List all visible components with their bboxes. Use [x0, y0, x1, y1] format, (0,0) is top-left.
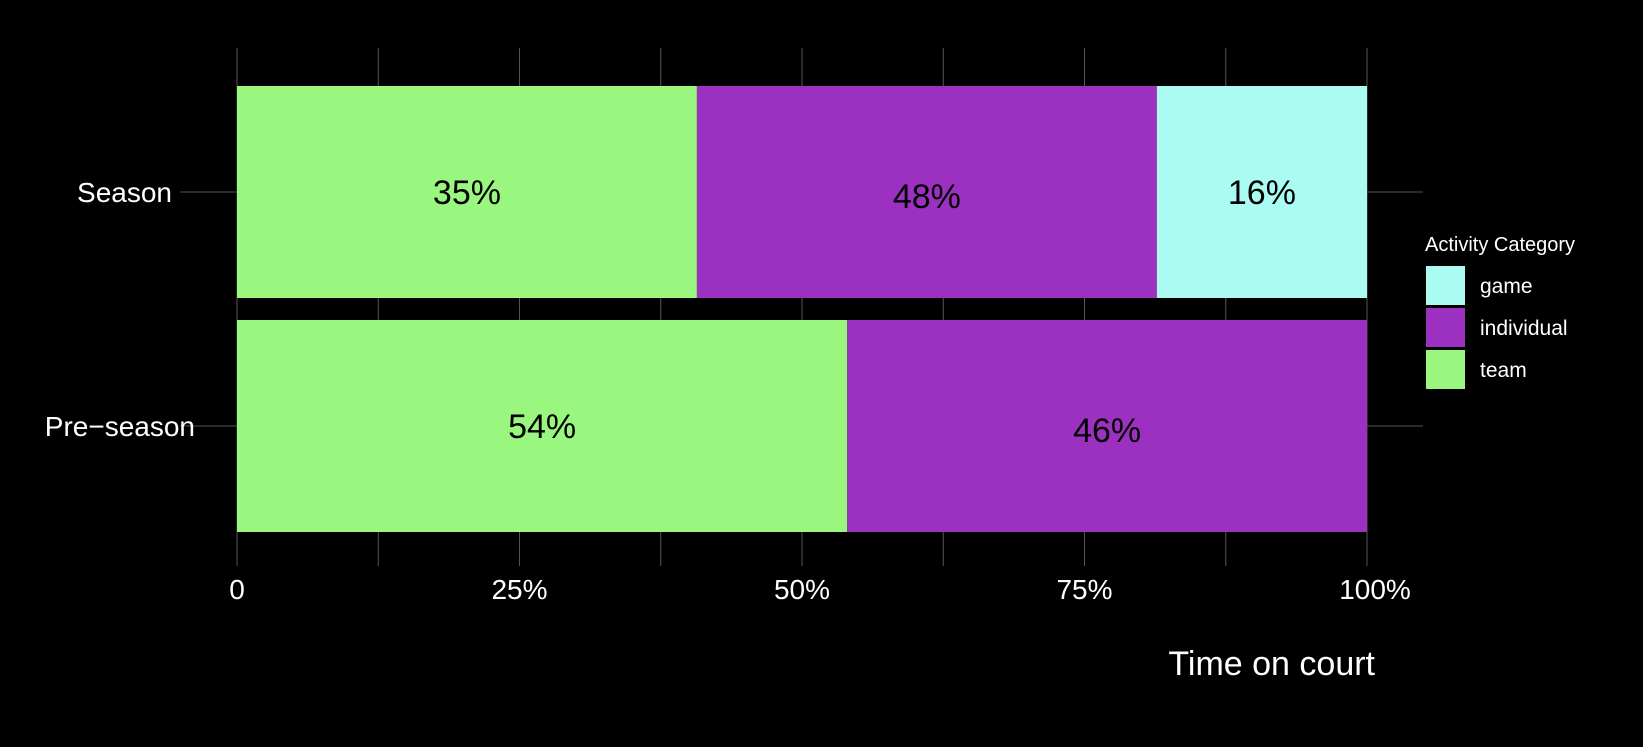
bar-value-label: 54%	[508, 408, 576, 446]
legend-title: Activity Category	[1425, 234, 1575, 256]
x-tick-label: 0	[229, 574, 245, 605]
x-tick-label: 75%	[1056, 574, 1112, 605]
x-tick-label: 100%	[1339, 574, 1411, 605]
legend-swatch-individual	[1426, 308, 1465, 347]
x-axis: 0 25% 50% 75% 100%	[229, 574, 1411, 605]
bar-individual	[696, 86, 1157, 298]
legend-label-game: game	[1480, 275, 1533, 298]
bar-individual	[847, 320, 1367, 532]
bar-game	[1156, 86, 1367, 298]
x-tick-label: 25%	[491, 574, 547, 605]
bar-team	[237, 320, 848, 532]
legend: Activity Category game individual team	[1425, 234, 1575, 389]
y-tick-label: Season	[77, 177, 172, 208]
legend-label-individual: individual	[1480, 317, 1568, 340]
bar-value-label: 16%	[1228, 174, 1296, 212]
legend-label-team: team	[1480, 359, 1527, 382]
legend-swatch-game	[1426, 266, 1465, 305]
legend-swatch-team	[1426, 350, 1465, 389]
bar-team	[237, 86, 697, 298]
y-axis: Season Pre−season	[45, 177, 195, 442]
x-tick-label: 50%	[774, 574, 830, 605]
bar-value-label: 35%	[433, 174, 501, 212]
bar-value-label: 48%	[893, 178, 961, 216]
x-axis-label: Time on court	[1168, 645, 1375, 683]
y-tick-label: Pre−season	[45, 411, 195, 442]
bars	[237, 86, 1367, 532]
segment-labels: 35% 48% 16% 54% 46%	[433, 174, 1296, 450]
bar-value-label: 46%	[1073, 412, 1141, 450]
